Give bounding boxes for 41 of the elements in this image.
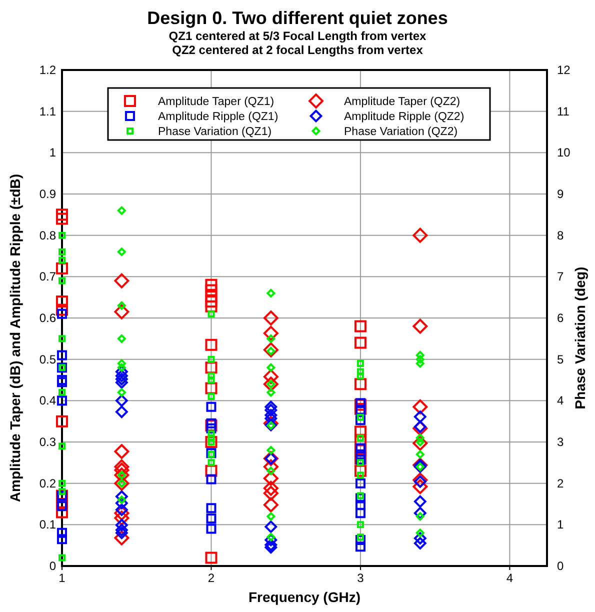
- y2-tick-label: 9: [557, 187, 564, 201]
- y2-axis-title: Phase Variation (deg): [572, 266, 588, 410]
- y-tick-label: 1.2: [39, 63, 56, 77]
- y2-tick-label: 4: [557, 394, 564, 408]
- y-tick-label: 0.2: [39, 476, 56, 490]
- y2-tick-label: 0: [557, 559, 564, 573]
- legend-label: Amplitude Ripple (QZ2): [344, 111, 464, 123]
- y-tick-label: 0: [49, 559, 56, 573]
- y2-tick-label: 2: [557, 476, 564, 490]
- y-tick-label: 0.8: [39, 228, 56, 242]
- legend-label: Amplitude Taper (QZ2): [344, 96, 460, 108]
- y2-tick-label: 12: [557, 63, 571, 77]
- legend-label: Amplitude Ripple (QZ1): [158, 111, 278, 123]
- y2-tick-label: 6: [557, 311, 564, 325]
- y-tick-label: 0.9: [39, 187, 56, 201]
- y2-tick-label: 10: [557, 146, 571, 160]
- chart-subtitle: QZ1 centered at 5/3 Focal Length from vertex QZ2 centered at 2 focal Lengths from vertex: [168, 29, 427, 57]
- y2-tick-label: 7: [557, 270, 564, 284]
- y2-tick-label: 3: [557, 435, 564, 449]
- x-tick-label: 2: [208, 571, 215, 585]
- y-axis-title: Amplitude Taper (dB) and Amplitude Ripple (±dB): [7, 174, 23, 502]
- y-tick-label: 1.1: [39, 104, 56, 118]
- y-tick-label: 0.5: [39, 352, 56, 366]
- legend-label: Phase Variation (QZ2): [344, 126, 458, 138]
- y-tick-label: 0.7: [39, 270, 56, 284]
- y-tick-label: 1: [49, 146, 56, 160]
- chart-title: Design 0. Two different quiet zones: [147, 8, 448, 28]
- y2-tick-label: 1: [557, 518, 564, 532]
- y2-tick-label: 5: [557, 352, 564, 366]
- y-tick-label: 0.1: [39, 518, 56, 532]
- x-tick-label: 1: [58, 571, 66, 585]
- legend-label: Phase Variation (QZ1): [158, 126, 272, 138]
- y-tick-label: 0.4: [39, 394, 56, 408]
- x-tick-label: 4: [506, 571, 514, 585]
- legend-label: Amplitude Taper (QZ1): [158, 96, 274, 108]
- y-tick-label: 0.3: [39, 435, 56, 449]
- y2-tick-label: 11: [557, 104, 570, 118]
- y2-tick-label: 8: [557, 228, 564, 242]
- y-tick-label: 0.6: [39, 311, 56, 325]
- x-axis-title: Frequency (GHz): [248, 589, 361, 605]
- x-tick-label: 3: [357, 571, 364, 585]
